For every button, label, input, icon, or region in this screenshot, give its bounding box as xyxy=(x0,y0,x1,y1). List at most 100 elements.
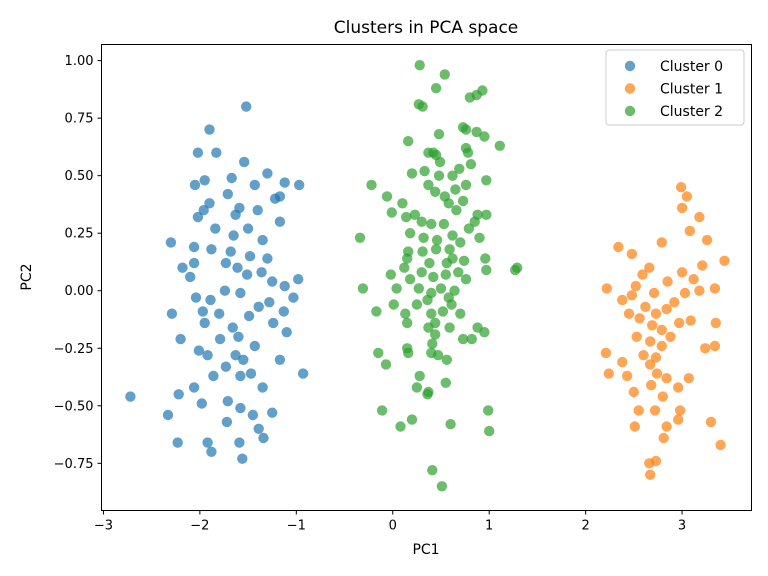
data-point xyxy=(245,368,257,379)
data-point xyxy=(274,354,286,365)
data-point xyxy=(247,409,259,421)
legend-marker xyxy=(624,105,636,117)
data-point xyxy=(409,209,421,220)
data-point xyxy=(432,350,444,361)
data-point xyxy=(416,216,427,227)
data-point xyxy=(202,350,213,361)
legend-box xyxy=(605,49,745,126)
data-point xyxy=(267,407,278,418)
data-point xyxy=(447,230,458,241)
x-tick-label: −2 xyxy=(190,519,209,534)
data-point xyxy=(241,101,252,112)
data-point xyxy=(679,287,691,299)
data-point xyxy=(709,340,721,352)
data-point xyxy=(386,207,397,218)
data-point xyxy=(211,147,222,158)
data-point xyxy=(460,274,472,285)
data-point xyxy=(630,280,641,292)
data-point xyxy=(230,350,241,361)
data-point xyxy=(188,382,200,393)
data-point xyxy=(125,391,136,402)
y-tick-label: −0.75 xyxy=(54,457,94,472)
data-point xyxy=(172,437,183,448)
data-point xyxy=(484,425,495,437)
data-point xyxy=(173,389,184,400)
data-point xyxy=(471,126,482,138)
data-point xyxy=(510,264,521,276)
data-point xyxy=(701,234,713,246)
data-point xyxy=(239,156,250,168)
data-point xyxy=(435,283,447,294)
data-point xyxy=(433,170,445,181)
data-point xyxy=(645,336,656,347)
data-point xyxy=(235,402,246,414)
data-point xyxy=(466,333,477,345)
data-point xyxy=(253,301,264,312)
data-point xyxy=(419,165,430,177)
data-point xyxy=(233,331,244,342)
data-point xyxy=(662,276,673,287)
data-point xyxy=(220,361,232,372)
data-point xyxy=(433,129,445,140)
data-point xyxy=(650,308,662,319)
data-point xyxy=(414,59,425,71)
data-point xyxy=(205,294,216,306)
data-point xyxy=(162,409,174,421)
data-point xyxy=(457,195,469,207)
data-point xyxy=(681,191,693,202)
data-point xyxy=(600,347,612,359)
data-point xyxy=(235,287,246,299)
data-point xyxy=(423,179,434,191)
data-point xyxy=(640,301,651,312)
plot-frame xyxy=(101,44,752,511)
x-tick-label: −1 xyxy=(287,519,306,534)
data-point xyxy=(376,405,388,416)
data-point xyxy=(244,251,256,262)
data-point xyxy=(603,368,614,379)
series-cluster-1 xyxy=(600,182,730,480)
data-point xyxy=(440,377,451,388)
data-point xyxy=(430,186,441,197)
data-point xyxy=(445,419,456,430)
data-point xyxy=(657,391,668,402)
data-point xyxy=(404,228,416,239)
data-point xyxy=(204,198,215,209)
data-point xyxy=(430,244,442,255)
data-point xyxy=(673,414,684,425)
data-point xyxy=(399,262,410,273)
data-point xyxy=(279,177,290,188)
data-point xyxy=(222,396,233,407)
data-point xyxy=(479,327,490,338)
data-point xyxy=(235,370,246,382)
data-point xyxy=(658,432,669,444)
data-point xyxy=(617,294,628,306)
data-point xyxy=(437,306,449,317)
data-point xyxy=(288,292,299,303)
data-point xyxy=(444,322,455,333)
x-tick-label: 2 xyxy=(581,519,589,534)
data-point xyxy=(481,175,492,186)
data-point xyxy=(621,370,633,382)
data-point xyxy=(238,354,249,365)
data-point xyxy=(294,179,305,191)
data-point xyxy=(227,322,238,333)
series-cluster-2 xyxy=(354,59,523,492)
data-point xyxy=(446,299,457,310)
data-point xyxy=(645,469,656,480)
data-point xyxy=(210,223,221,234)
data-point xyxy=(413,283,424,294)
data-point xyxy=(676,267,688,278)
y-tick-label: 0.25 xyxy=(65,227,94,242)
data-point xyxy=(427,465,438,476)
data-point xyxy=(447,253,458,264)
legend: Cluster 0 Cluster 1 Cluster 2 xyxy=(605,49,745,126)
data-point xyxy=(683,373,694,384)
data-point xyxy=(479,131,490,142)
data-point xyxy=(241,269,253,280)
data-point xyxy=(204,124,215,135)
data-point xyxy=(208,370,219,382)
data-point xyxy=(430,149,442,161)
data-point xyxy=(371,306,382,317)
data-point xyxy=(243,310,255,322)
x-tick-label: 0 xyxy=(389,519,397,534)
